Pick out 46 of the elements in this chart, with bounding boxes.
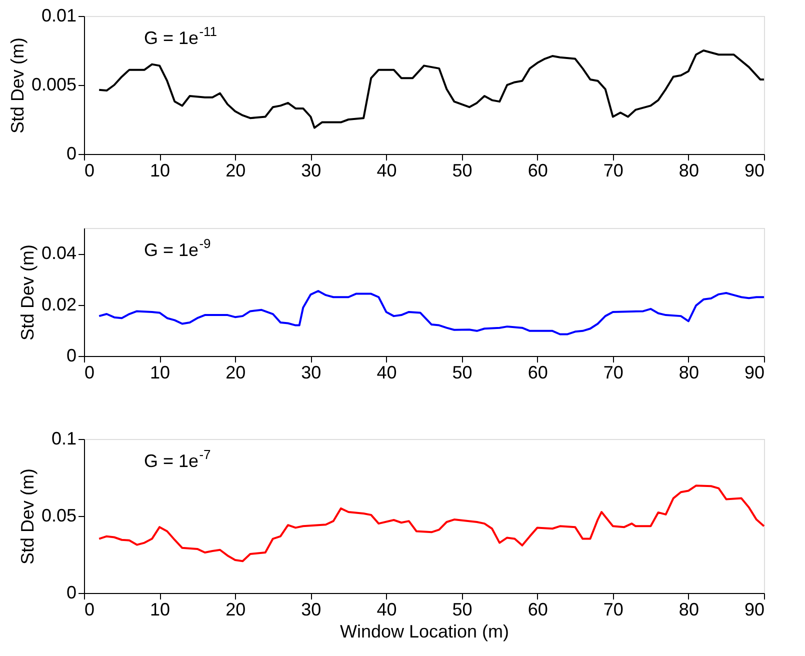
x-tick-label: 90 <box>744 160 764 180</box>
x-tick-label: 80 <box>678 362 699 382</box>
y-tick-label: 0 <box>66 346 76 366</box>
x-tick-label: 80 <box>678 160 699 180</box>
y-tick-label: 0 <box>66 144 76 164</box>
line-series <box>98 484 765 562</box>
x-tick-label: 70 <box>603 160 624 180</box>
x-tick-label: 50 <box>452 160 472 180</box>
x-tick-label: 90 <box>744 362 764 382</box>
y-axis-title: Std Dev (m) <box>17 468 38 565</box>
line-series <box>98 290 765 336</box>
x-tick-label: 10 <box>150 362 170 382</box>
x-tick-label: 10 <box>150 600 170 620</box>
y-tick-label: 0.05 <box>41 506 76 526</box>
x-tick-label: 60 <box>528 600 548 620</box>
x-tick-label: 0 <box>84 600 95 620</box>
x-tick-label: 10 <box>150 160 170 180</box>
x-tick-label: 60 <box>528 362 548 382</box>
y-tick-label: 0.1 <box>51 428 76 448</box>
x-tick-label: 20 <box>226 160 246 180</box>
y-axis-title: Std Dev (m) <box>7 37 28 134</box>
x-tick-label: 60 <box>528 160 548 180</box>
x-axis-title: Window Location (m) <box>340 622 510 642</box>
y-tick-label: 0 <box>66 582 76 602</box>
x-tick-label: 50 <box>452 600 472 620</box>
x-tick-label: 40 <box>376 160 397 180</box>
x-tick-label: 20 <box>226 362 246 382</box>
x-tick-label: 30 <box>301 600 322 620</box>
x-tick-label: 20 <box>226 600 246 620</box>
x-tick-label: 0 <box>84 160 95 180</box>
y-tick-label: 0.01 <box>41 6 76 26</box>
y-tick-label: 0.04 <box>41 243 76 264</box>
x-tick-label: 90 <box>744 600 764 620</box>
y-axis-title: Std Dev (m) <box>17 244 38 341</box>
x-tick-label: 30 <box>301 160 322 180</box>
line-series <box>98 50 765 129</box>
x-tick-label: 70 <box>603 362 624 382</box>
y-tick-label: 0.005 <box>31 74 76 94</box>
x-tick-label: 40 <box>376 362 397 382</box>
x-tick-label: 40 <box>376 600 397 620</box>
x-tick-label: 50 <box>452 362 472 382</box>
x-tick-label: 30 <box>301 362 322 382</box>
x-tick-label: 0 <box>84 362 95 382</box>
x-tick-label: 80 <box>678 600 699 620</box>
y-tick-label: 0.02 <box>41 294 76 314</box>
x-tick-label: 70 <box>603 600 624 620</box>
